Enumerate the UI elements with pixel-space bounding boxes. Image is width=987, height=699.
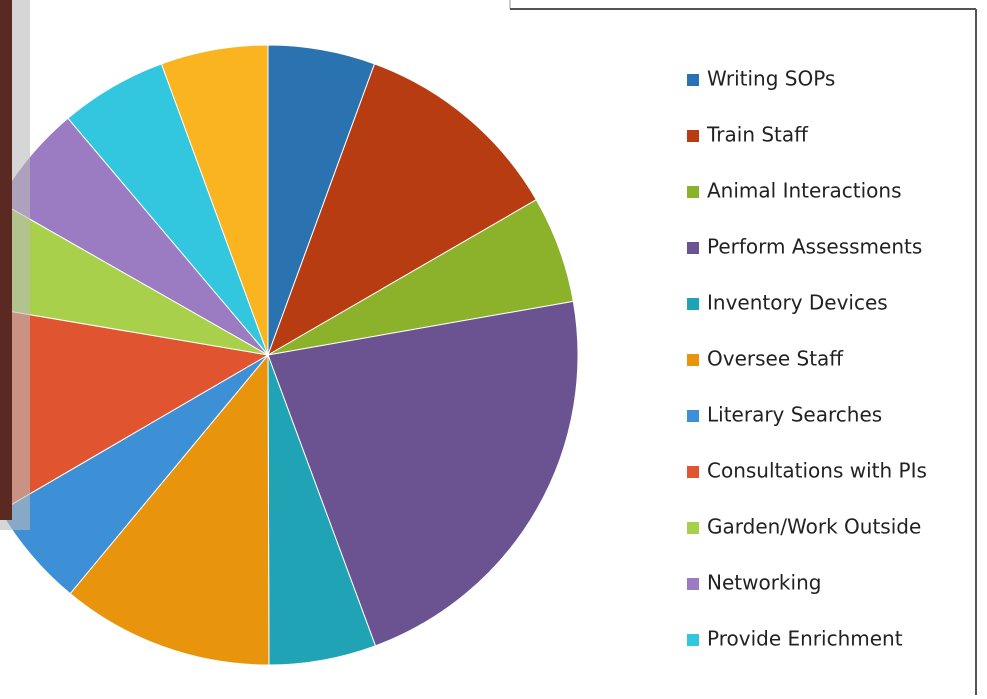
legend-label: Networking [707,571,821,595]
legend-label: Writing SOPs [707,67,835,91]
legend-swatch [687,410,699,422]
legend-swatch [687,130,699,142]
legend-swatch [687,354,699,366]
pie-slice [0,309,270,512]
legend-swatch [687,186,699,198]
pie [0,44,579,666]
legend-label: Consultations with PIs [707,459,927,483]
pie-slice [267,63,537,357]
legend-swatch [687,522,699,534]
legend-label: Animal Interactions [707,179,902,203]
legend-swatch [687,242,699,254]
legend-label: Garden/Work Outside [707,515,921,539]
legend-label: Train Staff [706,123,809,147]
legend-label: Provide Enrichment [707,627,903,651]
background-photo [0,0,12,520]
legend-swatch [687,298,699,310]
legend-label: Inventory Devices [707,291,888,315]
legend-swatch [687,634,699,646]
legend-label: Literary Searches [707,403,882,427]
legend-swatch [687,466,699,478]
pie-slice [267,300,579,647]
legend-swatch [687,74,699,86]
pie-slice [69,353,270,666]
legend: Writing SOPs Train Staff Animal Interactio… [687,67,927,651]
legend-label: Oversee Staff [707,347,844,371]
legend-swatch [687,578,699,590]
legend-label: Perform Assessments [707,235,922,259]
pie-slice [160,44,269,356]
